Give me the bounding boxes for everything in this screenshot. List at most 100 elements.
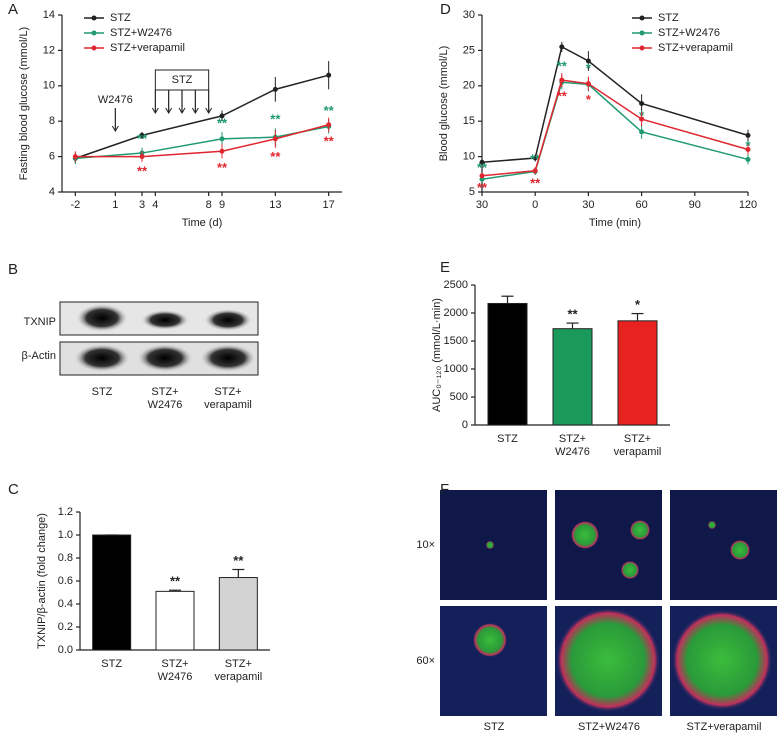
- x-tick-label: 9: [219, 199, 225, 211]
- marker: [639, 101, 645, 106]
- marker: [272, 136, 278, 142]
- blot-row-label: β-Actin: [22, 350, 56, 362]
- legend-label: STZ+verapamil: [110, 42, 185, 54]
- panel-label: C: [8, 481, 19, 498]
- marker: [272, 86, 278, 92]
- marker: [139, 154, 145, 160]
- marker: [585, 81, 591, 87]
- marker: [639, 129, 645, 135]
- bar: [552, 328, 593, 426]
- legend-label: STZ: [658, 12, 679, 24]
- blot-lane-label: STZ: [92, 386, 113, 398]
- bar: [92, 534, 132, 651]
- panel-label: F: [440, 481, 449, 498]
- panel-label: E: [440, 259, 450, 276]
- y-tick-label: 0.2: [58, 621, 73, 633]
- marker: [745, 132, 751, 138]
- y-tick-label: 2500: [444, 279, 468, 291]
- x-tick-label: STZ: [101, 658, 122, 670]
- significance: **: [477, 180, 488, 195]
- x-tick-label: STZ+ W2476: [158, 658, 193, 683]
- arrow-head: [205, 107, 213, 114]
- arrow-head: [111, 125, 119, 132]
- y-axis-label: Fasting blood glucose (mmol/L): [18, 27, 30, 180]
- x-tick-label: 60: [635, 199, 647, 211]
- significance: **: [270, 112, 281, 127]
- x-tick-label: 120: [739, 199, 757, 211]
- significance: **: [233, 553, 244, 568]
- series-line: [75, 124, 329, 158]
- bar: [155, 590, 195, 651]
- x-tick-label: -2: [70, 199, 80, 211]
- blot-lane-label: STZ+ verapamil: [204, 386, 252, 411]
- marker: [326, 72, 332, 78]
- blot-boxes: [59, 301, 259, 376]
- annotation: STZ: [172, 74, 193, 86]
- annotation: W2476: [98, 94, 133, 106]
- marker: [559, 77, 565, 83]
- series-line: [75, 125, 329, 160]
- y-tick-label: 2000: [444, 307, 468, 319]
- x-tick-label: STZ+ verapamil: [214, 658, 262, 683]
- y-tick-label: 4: [49, 186, 55, 198]
- bar: [218, 577, 258, 651]
- marker: [219, 113, 225, 119]
- y-tick-label: 0.0: [58, 644, 73, 656]
- marker: [219, 136, 225, 142]
- legend-marker: [639, 30, 645, 36]
- marker: [326, 122, 332, 128]
- marker: [479, 173, 485, 179]
- marker: [479, 176, 485, 182]
- x-tick-label: 1: [112, 199, 118, 211]
- significance: **: [217, 160, 228, 175]
- marker: [72, 154, 78, 160]
- legend-marker: [639, 15, 645, 21]
- y-tick-label: 8: [49, 115, 55, 127]
- arrow-head: [178, 107, 186, 114]
- x-axis-label: Time (min): [589, 217, 641, 229]
- y-tick-label: 14: [43, 9, 55, 21]
- significance: *: [586, 61, 592, 76]
- marker: [745, 156, 751, 162]
- blot-lane-label: STZ+ W2476: [148, 386, 183, 411]
- micrograph-row-label: 60×: [416, 655, 435, 667]
- x-tick-label: 17: [323, 199, 335, 211]
- arrow-head: [151, 107, 159, 114]
- arrow-head: [191, 107, 199, 114]
- x-tick-label: 8: [206, 199, 212, 211]
- marker: [585, 58, 591, 64]
- significance: **: [137, 131, 148, 146]
- y-tick-label: 1500: [444, 335, 468, 347]
- micrograph-column-label: STZ+verapamil: [687, 721, 762, 733]
- y-tick-label: 1.2: [58, 506, 73, 518]
- legend-marker: [91, 45, 97, 51]
- y-tick-label: 0.4: [58, 598, 73, 610]
- marker: [532, 168, 538, 174]
- x-tick-label: 0: [532, 199, 538, 211]
- x-tick-label: 30: [582, 199, 594, 211]
- y-axis-label: AUC₀₋₁₂₀ (mmol/L·min): [431, 298, 443, 412]
- y-tick-label: 0.8: [58, 552, 73, 564]
- y-tick-label: 15: [463, 115, 475, 127]
- marker: [532, 155, 538, 161]
- significance: **: [270, 149, 281, 164]
- significance: **: [170, 574, 181, 589]
- y-tick-label: 6: [49, 151, 55, 163]
- y-tick-label: 500: [450, 391, 468, 403]
- x-tick-label: 4: [152, 199, 158, 211]
- series-line: [481, 45, 749, 164]
- significance: **: [530, 151, 541, 166]
- y-tick-label: 25: [463, 44, 475, 56]
- micrograph-column-label: STZ: [484, 721, 505, 733]
- y-axis-label: Blood glucose (mmol/L): [438, 46, 450, 162]
- significance: *: [586, 92, 592, 107]
- legend-label: STZ+W2476: [658, 27, 720, 39]
- marker: [219, 148, 225, 154]
- marker: [559, 44, 565, 50]
- significance: **: [137, 163, 148, 178]
- x-tick-label: 30: [476, 199, 488, 211]
- x-axis-label: Time (d): [182, 217, 223, 229]
- y-tick-label: 1000: [444, 363, 468, 375]
- marker: [745, 147, 751, 153]
- legend-label: STZ+verapamil: [658, 42, 733, 54]
